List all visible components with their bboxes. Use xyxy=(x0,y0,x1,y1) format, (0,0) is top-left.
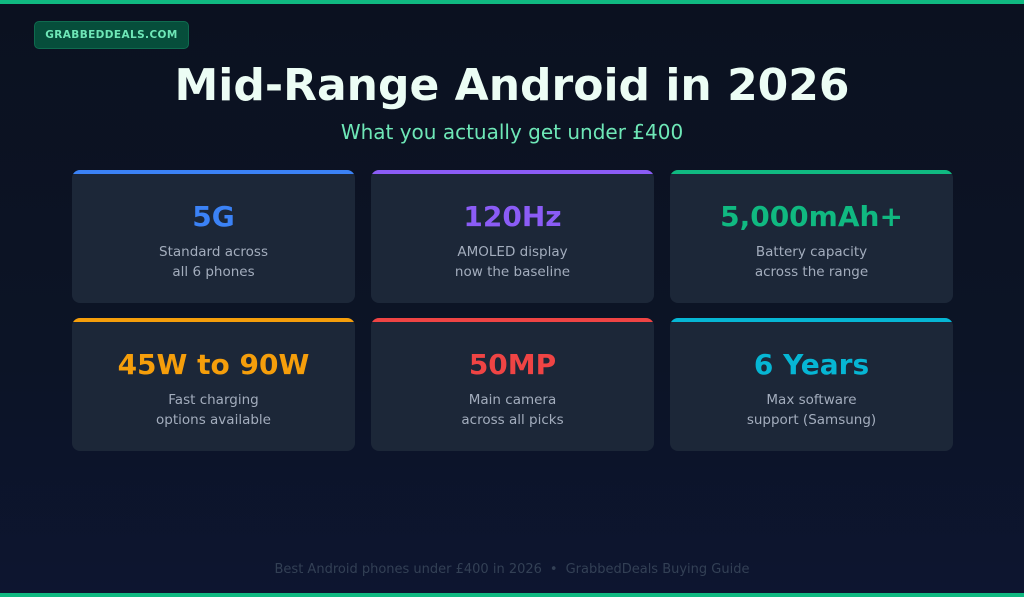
stat-value: 120Hz xyxy=(463,200,562,233)
page-subtitle: What you actually get under £400 xyxy=(340,120,684,144)
site-badge: GRABBEDDEALS.COM xyxy=(34,21,189,49)
site-badge-label: GRABBEDDEALS.COM xyxy=(45,29,178,41)
stat-card-5g: 5G Standard across all 6 phones xyxy=(72,170,355,303)
stats-grid: 5G Standard across all 6 phones 120Hz AM… xyxy=(72,170,953,451)
stat-desc-line1: Battery capacity xyxy=(755,244,868,260)
stat-card-camera: 50MP Main camera across all picks xyxy=(371,318,654,451)
stat-desc-line2: support (Samsung) xyxy=(746,412,877,428)
footer-guide-title: Best Android phones under £400 in 2026 xyxy=(274,562,542,577)
card-accent-bar xyxy=(72,170,355,174)
footer-brand: GrabbedDeals Buying Guide xyxy=(565,562,750,577)
card-accent-bar xyxy=(670,170,953,174)
stat-value: 50MP xyxy=(468,348,557,381)
stat-desc-line2: now the baseline xyxy=(454,264,571,280)
stat-desc-line2: all 6 phones xyxy=(172,264,255,280)
stat-card-battery: 5,000mAh+ Battery capacity across the ra… xyxy=(670,170,953,303)
page-title: Mid-Range Android in 2026 xyxy=(174,60,850,111)
bottom-accent-bar xyxy=(0,593,1024,597)
stat-desc-line1: AMOLED display xyxy=(457,244,568,260)
footer-separator: • xyxy=(549,562,558,577)
stat-value: 6 Years xyxy=(753,348,870,381)
stat-value: 5G xyxy=(192,200,235,233)
stat-value: 5,000mAh+ xyxy=(720,200,903,233)
stat-desc-line1: Main camera xyxy=(468,392,557,408)
stat-desc-line2: options available xyxy=(156,412,271,428)
stat-desc-line2: across all picks xyxy=(461,412,564,428)
card-accent-bar xyxy=(670,318,953,322)
stat-card-refresh-rate: 120Hz AMOLED display now the baseline xyxy=(371,170,654,303)
stat-card-software-support: 6 Years Max software support (Samsung) xyxy=(670,318,953,451)
top-accent-bar xyxy=(0,0,1024,4)
footer-caption: Best Android phones under £400 in 2026 • G… xyxy=(0,562,1024,578)
stat-desc-line2: across the range xyxy=(754,264,869,280)
stat-desc-line1: Max software xyxy=(766,392,857,408)
card-accent-bar xyxy=(371,170,654,174)
card-accent-bar xyxy=(371,318,654,322)
card-accent-bar xyxy=(72,318,355,322)
stat-desc-line1: Standard across xyxy=(159,244,268,260)
stat-value: 45W to 90W xyxy=(117,348,310,381)
stat-card-charging: 45W to 90W Fast charging options availab… xyxy=(72,318,355,451)
stat-desc-line1: Fast charging xyxy=(168,392,259,408)
